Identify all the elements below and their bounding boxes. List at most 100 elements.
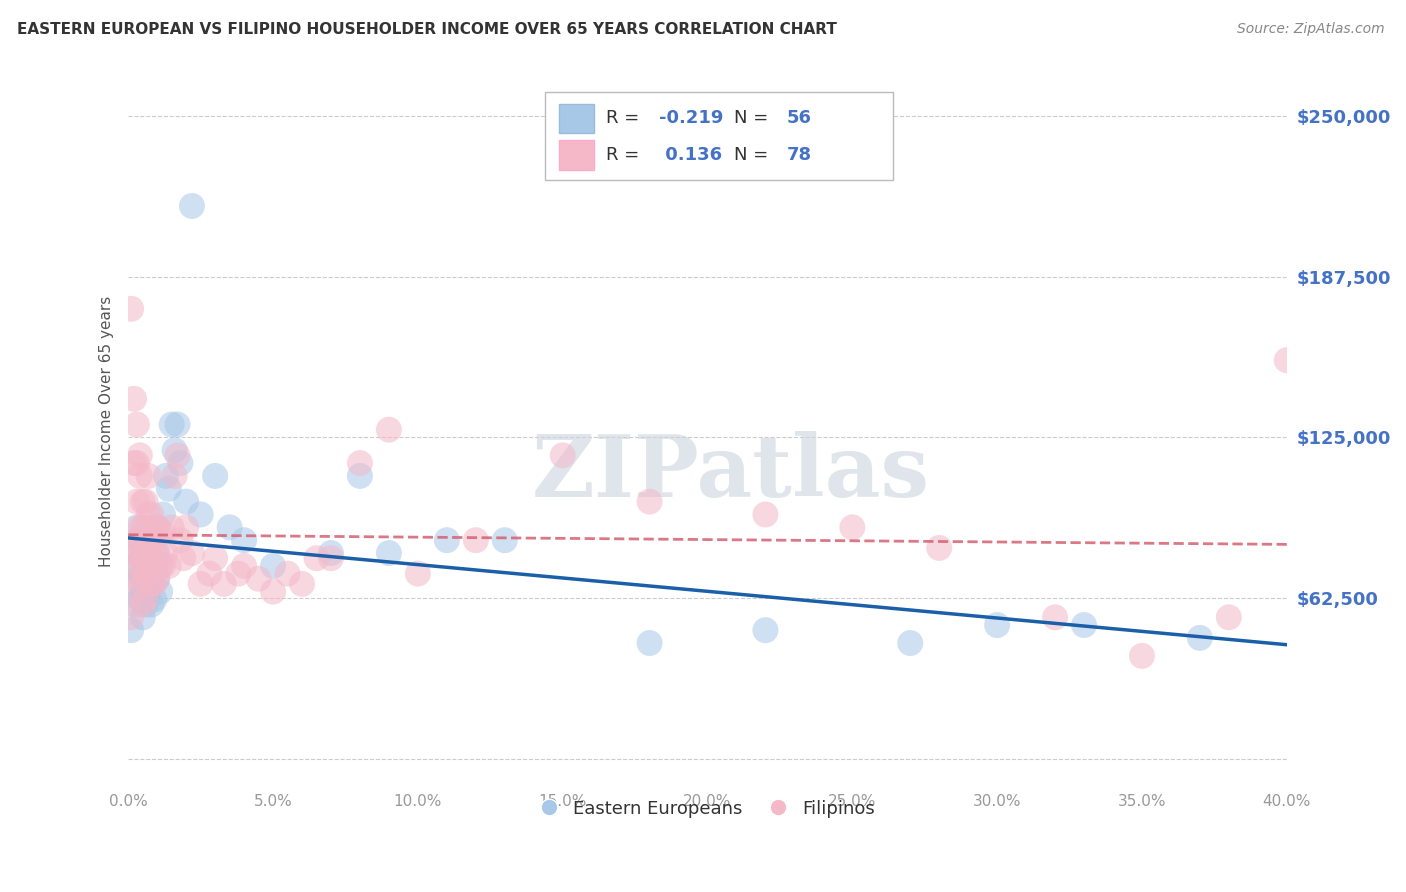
- Point: [233, 533, 256, 548]
- Point: [172, 551, 194, 566]
- Point: [160, 520, 183, 534]
- Point: [132, 494, 155, 508]
- Point: [143, 592, 166, 607]
- Point: [898, 636, 921, 650]
- Point: [174, 494, 197, 508]
- Point: [132, 598, 155, 612]
- Point: [1043, 610, 1066, 624]
- Point: [149, 558, 172, 573]
- Point: [157, 482, 180, 496]
- Point: [166, 448, 188, 462]
- Text: Source: ZipAtlas.com: Source: ZipAtlas.com: [1237, 22, 1385, 37]
- Point: [149, 584, 172, 599]
- Point: [149, 525, 172, 540]
- Point: [212, 577, 235, 591]
- Point: [128, 533, 150, 548]
- Point: [138, 584, 160, 599]
- Point: [122, 584, 145, 599]
- Point: [141, 577, 163, 591]
- Point: [135, 546, 157, 560]
- Point: [1073, 618, 1095, 632]
- Point: [141, 508, 163, 522]
- Point: [218, 520, 240, 534]
- Point: [146, 546, 169, 560]
- Point: [143, 558, 166, 573]
- Point: [436, 533, 458, 548]
- Y-axis label: Householder Income Over 65 years: Householder Income Over 65 years: [100, 295, 114, 566]
- Point: [754, 623, 776, 637]
- Point: [135, 546, 157, 560]
- Point: [494, 533, 516, 548]
- Point: [638, 494, 661, 508]
- Point: [132, 584, 155, 599]
- Point: [135, 598, 157, 612]
- Point: [132, 572, 155, 586]
- Point: [125, 456, 148, 470]
- Text: EASTERN EUROPEAN VS FILIPINO HOUSEHOLDER INCOME OVER 65 YEARS CORRELATION CHART: EASTERN EUROPEAN VS FILIPINO HOUSEHOLDER…: [17, 22, 837, 37]
- Point: [128, 566, 150, 581]
- Point: [204, 551, 226, 566]
- Point: [349, 456, 371, 470]
- Point: [120, 301, 142, 316]
- Point: [928, 541, 950, 555]
- Legend: Eastern Europeans, Filipinos: Eastern Europeans, Filipinos: [533, 792, 882, 825]
- Point: [135, 566, 157, 581]
- Point: [1130, 648, 1153, 663]
- Point: [146, 520, 169, 534]
- Point: [169, 456, 191, 470]
- Point: [125, 417, 148, 432]
- Point: [138, 508, 160, 522]
- Point: [146, 546, 169, 560]
- Point: [149, 558, 172, 573]
- Point: [135, 592, 157, 607]
- Point: [163, 443, 186, 458]
- Point: [291, 577, 314, 591]
- Point: [226, 566, 249, 581]
- Point: [181, 199, 204, 213]
- Point: [190, 508, 212, 522]
- Point: [155, 469, 177, 483]
- Point: [132, 572, 155, 586]
- Text: N =: N =: [734, 110, 775, 128]
- Point: [160, 417, 183, 432]
- Point: [125, 577, 148, 591]
- Point: [1188, 631, 1211, 645]
- Point: [174, 520, 197, 534]
- Point: [141, 551, 163, 566]
- Point: [135, 558, 157, 573]
- Point: [143, 520, 166, 534]
- Point: [125, 572, 148, 586]
- Point: [262, 584, 284, 599]
- Text: N =: N =: [734, 146, 775, 164]
- Point: [138, 566, 160, 581]
- Point: [152, 525, 174, 540]
- Point: [125, 546, 148, 560]
- Point: [163, 469, 186, 483]
- Text: R =: R =: [606, 110, 644, 128]
- Point: [132, 610, 155, 624]
- Point: [349, 469, 371, 483]
- Point: [141, 533, 163, 548]
- Point: [198, 566, 221, 581]
- Point: [378, 423, 401, 437]
- Point: [138, 533, 160, 548]
- Point: [122, 598, 145, 612]
- Point: [841, 520, 863, 534]
- Point: [143, 546, 166, 560]
- Text: R =: R =: [606, 146, 644, 164]
- Point: [146, 572, 169, 586]
- Point: [122, 456, 145, 470]
- Point: [125, 494, 148, 508]
- Point: [143, 577, 166, 591]
- Text: 78: 78: [786, 146, 811, 164]
- Point: [135, 494, 157, 508]
- Point: [181, 546, 204, 560]
- Point: [157, 558, 180, 573]
- FancyBboxPatch shape: [560, 140, 593, 170]
- Point: [135, 577, 157, 591]
- Point: [128, 558, 150, 573]
- Point: [122, 546, 145, 560]
- Point: [146, 520, 169, 534]
- Point: [146, 572, 169, 586]
- Point: [406, 566, 429, 581]
